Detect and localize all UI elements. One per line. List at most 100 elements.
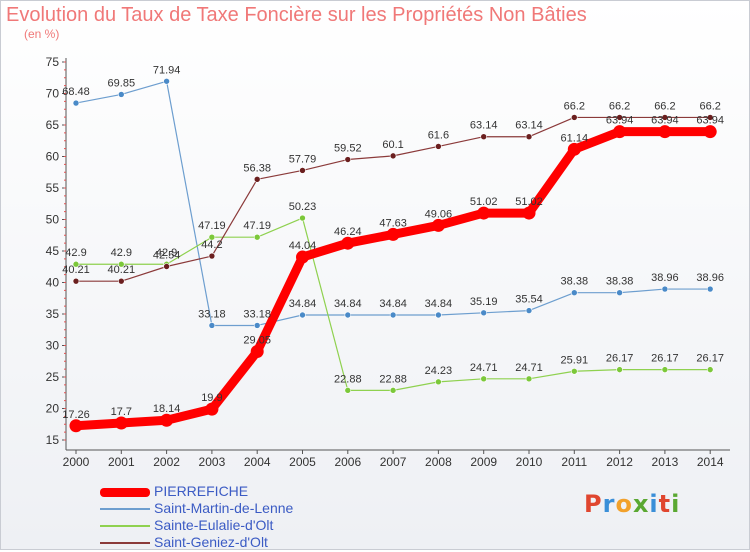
data-label-2: 22.88 xyxy=(334,373,362,385)
legend-swatch xyxy=(100,525,150,527)
data-label-2: 24.71 xyxy=(470,362,498,374)
x-tick-label: 2009 xyxy=(470,455,497,469)
x-tick-label: 2005 xyxy=(289,455,316,469)
series-lines xyxy=(69,77,717,433)
data-label-1: 69.85 xyxy=(108,77,136,89)
series-point-3 xyxy=(616,114,623,121)
data-label-0: 47.63 xyxy=(379,217,407,229)
series-point-3 xyxy=(389,152,397,160)
data-label-1: 34.84 xyxy=(379,298,407,310)
series-point-1 xyxy=(389,311,397,319)
legend-label: PIERREFICHE xyxy=(154,483,249,499)
series-point-1 xyxy=(570,289,578,297)
logo-letter: r xyxy=(602,490,616,518)
data-label-1: 38.96 xyxy=(651,272,679,284)
x-tick-label: 2010 xyxy=(516,455,543,469)
series-point-3 xyxy=(118,277,125,285)
series-point-2 xyxy=(570,367,578,375)
data-label-3: 61.6 xyxy=(428,129,449,141)
data-label-2: 24.23 xyxy=(425,365,453,377)
data-label-1: 38.38 xyxy=(561,276,589,288)
data-label-2: 24.71 xyxy=(515,362,543,374)
series-point-0 xyxy=(522,206,536,220)
logo-letter: i xyxy=(671,490,681,518)
data-label-3: 63.14 xyxy=(515,120,543,132)
series-point-3 xyxy=(208,252,216,260)
x-tick-label: 2002 xyxy=(153,455,180,469)
data-label-2: 47.19 xyxy=(198,220,226,232)
x-tick-label: 2012 xyxy=(606,455,633,469)
data-label-1: 35.19 xyxy=(470,296,498,308)
data-label-0: 18.14 xyxy=(153,403,181,415)
series-point-3 xyxy=(570,114,578,121)
data-label-2: 22.88 xyxy=(379,373,407,385)
series-point-3 xyxy=(253,176,261,183)
data-label-1: 34.84 xyxy=(289,298,317,310)
data-label-3: 60.1 xyxy=(382,139,403,151)
data-label-3: 63.14 xyxy=(470,120,498,132)
data-label-1: 38.96 xyxy=(696,272,724,284)
data-label-3: 57.79 xyxy=(289,153,317,165)
legend-label: Saint-Geniez-d'Olt xyxy=(154,534,268,550)
legend-swatch xyxy=(100,487,150,497)
data-label-3: 66.2 xyxy=(609,100,630,112)
data-label-1: 33.18 xyxy=(198,308,226,320)
series-point-3 xyxy=(72,277,80,285)
x-tick-label: 2000 xyxy=(63,455,90,469)
series-point-2 xyxy=(525,375,533,383)
data-label-0: 51.02 xyxy=(470,196,498,208)
data-label-1: 71.94 xyxy=(153,64,181,76)
data-label-2: 26.17 xyxy=(696,353,724,365)
y-axis: 15 20 25 30 35 40 45 50 55 60 65 70 75 xyxy=(46,55,67,450)
series-point-2 xyxy=(661,366,669,373)
data-label-3: 66.2 xyxy=(564,100,585,112)
data-label-0: 29.05 xyxy=(243,334,271,346)
series-point-1 xyxy=(253,322,261,329)
x-tick-label: 2001 xyxy=(108,455,135,469)
data-label-3: 66.2 xyxy=(654,100,675,112)
series-point-1 xyxy=(163,77,170,85)
logo-letter: i xyxy=(649,490,659,518)
data-label-3: 59.52 xyxy=(334,143,362,155)
series-point-3 xyxy=(299,167,306,174)
series-point-0 xyxy=(431,218,445,232)
data-label-3: 44.2 xyxy=(201,239,222,251)
series-point-3 xyxy=(435,143,442,150)
x-tick-label: 2014 xyxy=(697,455,724,469)
series-point-0 xyxy=(658,125,672,139)
unit-label: (en %) xyxy=(24,27,60,41)
logo-letter: P xyxy=(584,490,603,518)
data-label-3: 42.54 xyxy=(153,249,181,261)
series-point-0 xyxy=(250,344,264,358)
x-axis: 2000 2001 2002 2003 2004 2005 2006 2007 2008 2009… xyxy=(63,449,730,469)
series-point-2 xyxy=(389,387,397,394)
series-point-0 xyxy=(613,125,627,139)
x-tick-label: 2004 xyxy=(244,455,271,469)
data-label-1: 34.84 xyxy=(425,298,453,310)
series-point-3 xyxy=(706,114,714,121)
data-label-0: 63.94 xyxy=(606,115,634,127)
y-tick-label: 60 xyxy=(46,150,60,164)
y-tick-label: 35 xyxy=(46,307,60,321)
series-point-0 xyxy=(386,227,400,241)
data-labels: 17.26 17.7 18.14 19.9 29.05 44.04 46.24 47.63 49… xyxy=(62,64,724,420)
series-point-2 xyxy=(435,378,442,386)
data-label-0: 49.06 xyxy=(425,208,453,220)
proxiti-logo: Proxiti xyxy=(584,490,680,518)
series-point-1 xyxy=(72,99,80,107)
series-point-1 xyxy=(299,311,306,319)
x-tick-label: 2008 xyxy=(425,455,452,469)
y-tick-label: 70 xyxy=(46,87,60,101)
y-tick-label: 25 xyxy=(46,370,60,384)
data-label-1: 33.18 xyxy=(243,308,271,320)
series-point-1 xyxy=(661,285,669,293)
data-label-2: 26.17 xyxy=(651,353,679,365)
y-tick-label: 40 xyxy=(46,276,60,290)
data-label-0: 17.26 xyxy=(62,409,90,421)
series-point-0 xyxy=(69,419,83,433)
y-tick-label: 30 xyxy=(46,339,60,353)
x-tick-label: 2006 xyxy=(334,455,361,469)
x-tick-label: 2003 xyxy=(199,455,226,469)
data-label-2: 26.17 xyxy=(606,353,634,365)
